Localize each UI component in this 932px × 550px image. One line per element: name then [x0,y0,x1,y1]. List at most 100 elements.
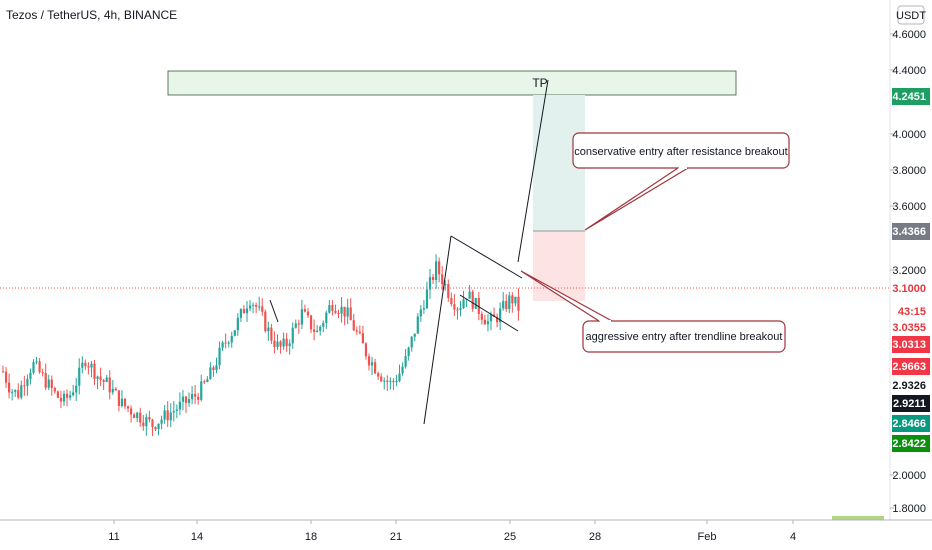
candle-body [136,412,139,419]
candle-body [404,356,407,367]
candle-body [172,410,175,413]
candle-body [288,343,291,347]
candle-body [96,376,99,379]
candle-body [230,335,233,343]
price-badge [892,395,930,412]
candle-body [499,308,502,323]
symbol-title: Tezos / TetherUS, 4h, BINANCE [6,8,178,22]
time-tick-label: Feb [698,531,717,543]
candle-body [252,304,255,306]
callout-aggressive[interactable]: aggressive entry after trendline breakou… [520,270,786,353]
price-badge [892,319,930,336]
candle-body [438,261,441,275]
candle-body [468,291,471,299]
candle-body [346,307,349,317]
candle-body [294,323,297,328]
candle-body [364,343,368,357]
flagpole-line[interactable] [423,235,452,425]
candle-body [120,398,124,406]
currency-badge[interactable] [897,5,925,25]
candle-body [209,367,212,380]
candle-body [270,327,273,341]
candles-layer [1,254,520,436]
candle-body [114,388,117,391]
price-tick-label: 3.2000 [892,265,926,277]
candle-body [248,305,252,309]
candle-body [59,397,63,402]
candle-body [8,382,11,393]
candle-body [197,396,200,400]
price-tick-label: 2.0000 [892,470,926,482]
flag-lower-trendline[interactable] [459,294,519,332]
time-tick-label: 25 [504,531,516,543]
candle-body [191,394,194,400]
candle-body [489,314,493,322]
candle-body [35,361,38,363]
candle-body [145,417,148,427]
candle-body [224,342,227,344]
candle-body [227,342,230,344]
target-projection-line[interactable] [517,79,549,263]
loss-zone[interactable] [533,231,585,301]
time-tick-label: 14 [191,531,203,543]
callout-conservative[interactable]: conservative entry after resistance brea… [572,132,790,231]
candle-body [474,298,477,309]
candle-body [108,377,111,393]
candle-body [221,342,224,348]
candle-body [56,391,59,398]
candle-body [300,309,303,325]
price-badge [892,377,930,394]
price-badge-label: 2.9663 [892,361,926,373]
take-profit-zone[interactable] [167,70,737,96]
candle-body [148,417,151,420]
candle-body [419,309,422,317]
price-badge-label: 3.0355 [892,322,926,334]
flag-upper-trendline[interactable] [450,235,523,279]
candle-body [343,306,346,317]
candle-body [160,419,163,424]
candle-body [306,311,310,316]
candle-body [444,284,447,286]
candle-body [169,412,172,421]
price-badge-label: 3.4366 [892,226,926,238]
candle-body [84,362,87,367]
candle-body [233,330,236,336]
candle-body [471,291,474,309]
callout-aggressive-box[interactable] [582,320,786,353]
candle-body [258,306,261,308]
candle-body [355,330,358,332]
candle-body [395,381,398,383]
candle-body [505,301,508,310]
time-tick-label: 18 [305,531,317,543]
price-scale-bg[interactable] [890,0,932,520]
candle-body [184,396,188,403]
candle-body [154,427,157,430]
price-tick-label: 3.6000 [892,201,926,213]
candle-body [44,372,47,388]
small-mark-line [269,299,279,323]
candle-body [297,323,300,325]
candle-body [123,398,127,407]
candle-body [514,296,517,304]
candle-body [133,414,136,419]
price-badge [892,88,930,105]
candle-body [32,362,35,373]
price-badge [892,415,930,432]
candle-body [377,373,380,377]
candle-body [508,295,511,310]
candle-body [352,320,355,331]
candle-body [93,363,96,379]
candle-body [456,309,459,311]
candle-body [349,307,352,321]
price-scale-ticks: 4.6000 4.4000 4.0000 3.8000 3.6000 3.2000 2.00… [890,29,926,515]
candle-body [374,362,377,374]
candle-body [261,306,264,312]
price-badge-label: 4.2451 [892,91,926,103]
candle-body [450,297,453,305]
candle-body [309,315,313,330]
candle-body [267,327,270,332]
candle-body [407,347,410,357]
candle-body [99,376,102,381]
candle-body [328,305,331,313]
